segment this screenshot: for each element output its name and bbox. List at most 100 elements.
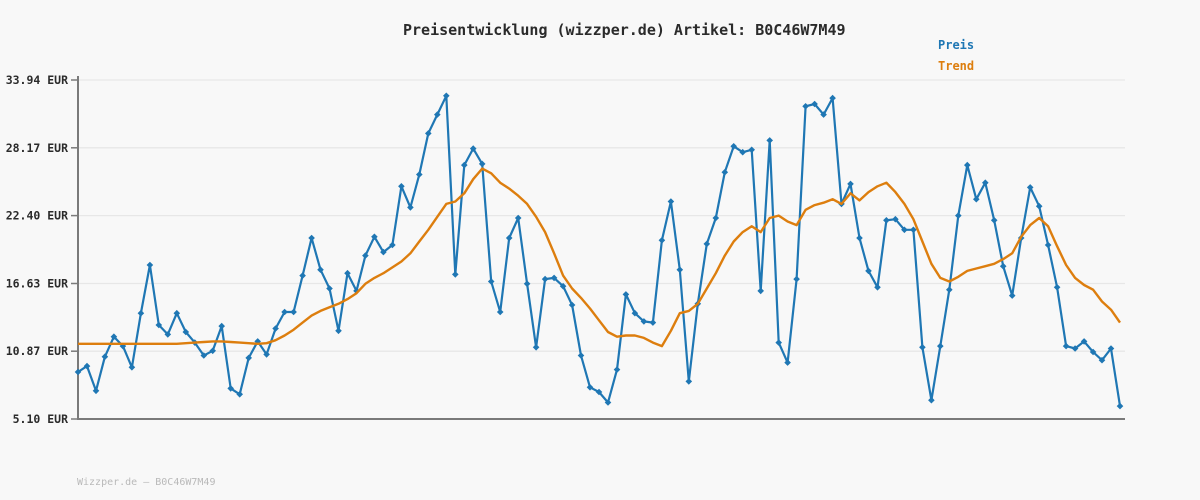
price-marker: [74, 368, 82, 376]
price-marker: [721, 168, 729, 176]
price-marker: [847, 180, 854, 188]
price-series-line: [77, 94, 1122, 407]
price-marker: [119, 342, 127, 350]
price-marker: [676, 266, 684, 273]
price-marker: [892, 215, 899, 223]
price-marker: [505, 234, 513, 242]
price-marker: [874, 284, 881, 291]
price-marker: [236, 391, 243, 398]
price-marker: [1116, 402, 1124, 410]
price-marker: [92, 387, 100, 395]
price-marker: [856, 234, 863, 242]
price-marker: [541, 275, 549, 283]
price-marker: [964, 161, 971, 169]
price-marker: [173, 309, 181, 317]
price-marker: [407, 204, 414, 211]
price-marker: [1026, 184, 1034, 191]
price-marker: [901, 226, 908, 234]
price-marker: [649, 319, 657, 326]
price-marker: [308, 234, 315, 242]
price-marker: [1035, 202, 1043, 210]
price-marker: [955, 212, 962, 219]
price-marker: [712, 214, 720, 222]
price-marker: [434, 111, 441, 118]
price-marker: [425, 130, 432, 137]
price-marker: [362, 252, 369, 259]
price-marker: [353, 287, 360, 295]
price-marker: [443, 92, 450, 100]
price-marker: [101, 353, 109, 360]
y-axis-label: 33.94 EUR: [6, 73, 68, 87]
price-marker: [1107, 345, 1115, 352]
price-marker: [937, 342, 944, 350]
price-marker: [1044, 241, 1052, 249]
price-marker: [604, 399, 612, 406]
price-marker: [299, 272, 306, 279]
price-marker: [155, 321, 163, 329]
price-marker: [263, 351, 270, 358]
y-axis-label: 5.10 EUR: [13, 412, 68, 426]
price-marker: [371, 233, 378, 241]
price-marker: [137, 309, 145, 317]
y-axis-label: 10.87 EUR: [6, 344, 68, 358]
price-marker: [766, 137, 773, 144]
price-marker: [110, 333, 118, 340]
watermark-text: Wizzper.de – B0C46W7M49: [77, 477, 216, 488]
price-marker: [990, 217, 998, 224]
price-marker: [523, 280, 531, 288]
price-marker: [577, 352, 585, 359]
price-marker: [1089, 348, 1097, 356]
price-marker: [595, 388, 603, 396]
price-marker: [622, 291, 630, 298]
price-marker: [982, 179, 989, 186]
price-marker: [227, 385, 234, 392]
price-marker: [946, 286, 953, 293]
price-marker: [820, 111, 827, 118]
price-marker: [514, 214, 522, 222]
price-marker: [784, 359, 791, 366]
price-marker: [928, 396, 935, 404]
legend-item-preis: Preis: [938, 38, 975, 52]
price-marker: [416, 171, 423, 178]
price-marker: [829, 94, 836, 102]
price-marker: [883, 217, 890, 224]
price-marker: [586, 384, 594, 391]
y-axis-label: 16.63 EUR: [6, 277, 68, 291]
price-marker: [281, 308, 288, 316]
price-marker: [919, 344, 926, 351]
price-marker: [703, 240, 711, 248]
price-marker: [218, 322, 225, 330]
price-marker: [128, 364, 136, 371]
price-marker: [802, 103, 809, 110]
price-marker: [496, 308, 504, 316]
price-marker: [910, 226, 917, 234]
price-marker: [1080, 338, 1088, 345]
price-marker: [1053, 284, 1061, 291]
price-marker: [478, 160, 486, 168]
price-marker: [811, 100, 818, 108]
price-marker: [209, 347, 216, 355]
price-marker: [793, 275, 800, 283]
price-marker: [568, 301, 576, 309]
price-marker: [1098, 356, 1106, 364]
price-marker: [317, 266, 324, 273]
price-marker: [290, 308, 297, 316]
price-marker: [685, 378, 693, 385]
price-marker: [380, 248, 387, 256]
price-marker: [398, 183, 405, 190]
price-marker: [461, 161, 468, 169]
price-marker: [865, 267, 872, 275]
price-marker: [640, 318, 648, 325]
price-marker: [335, 327, 342, 335]
price-marker: [83, 362, 91, 370]
price-marker: [748, 146, 755, 154]
y-axis-label: 22.40 EUR: [6, 209, 68, 223]
price-marker: [452, 271, 459, 278]
price-marker: [469, 145, 477, 152]
price-marker: [272, 325, 279, 332]
price-marker: [487, 278, 495, 285]
price-marker: [757, 287, 764, 295]
price-marker: [613, 366, 621, 373]
price-marker: [559, 282, 567, 290]
